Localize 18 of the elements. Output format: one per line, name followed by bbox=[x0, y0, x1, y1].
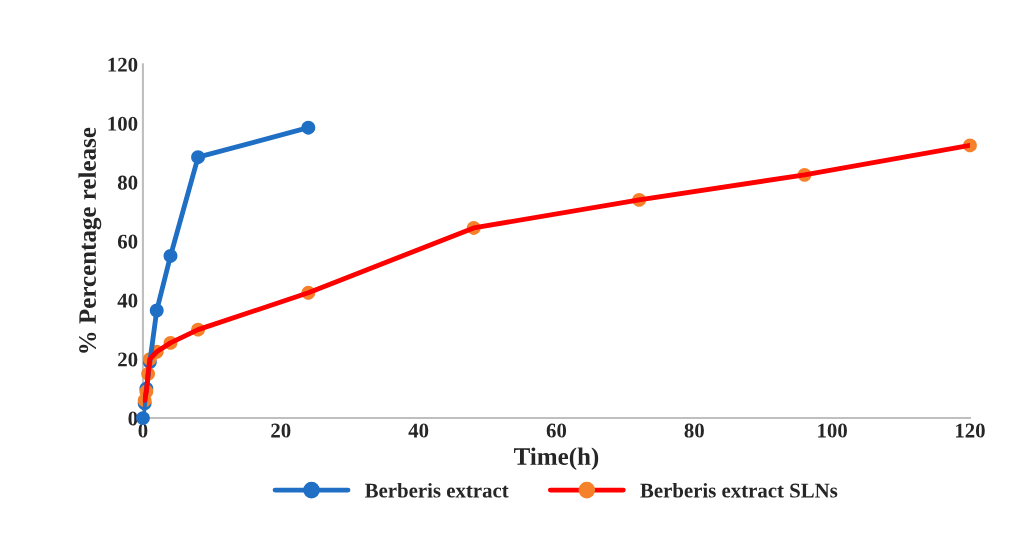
legend-label: Berberis extract bbox=[365, 482, 509, 498]
x-tick-label: 120 bbox=[955, 423, 985, 438]
y-tick-label: 100 bbox=[108, 116, 138, 131]
y-tick-label: 60 bbox=[117, 234, 138, 249]
y-axis-title: % Percentage release bbox=[78, 127, 102, 353]
x-tick-label: 60 bbox=[546, 423, 567, 438]
legend-label: Berberis extract SLNs bbox=[640, 482, 838, 498]
x-tick-label: 0 bbox=[138, 423, 148, 438]
x-tick-label: 80 bbox=[684, 423, 704, 438]
y-tick-label: 0 bbox=[128, 411, 138, 426]
x-axis-title: Time(h) bbox=[514, 447, 599, 471]
x-tick-label: 100 bbox=[818, 423, 847, 438]
y-tick-label: 80 bbox=[117, 175, 138, 190]
y-tick-label: 120 bbox=[108, 57, 138, 72]
x-tick-label: 40 bbox=[408, 423, 429, 438]
x-tick-label: 20 bbox=[271, 423, 291, 438]
y-tick-label: 40 bbox=[117, 293, 138, 308]
y-tick-label: 20 bbox=[118, 352, 138, 367]
